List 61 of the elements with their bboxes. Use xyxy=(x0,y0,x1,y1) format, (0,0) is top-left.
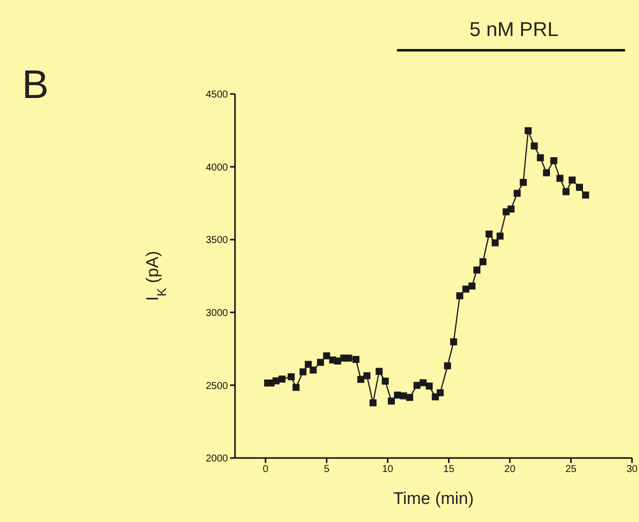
point xyxy=(357,376,364,383)
point xyxy=(363,372,370,380)
point xyxy=(406,394,414,401)
point xyxy=(542,169,550,176)
point xyxy=(550,157,558,164)
point xyxy=(536,154,544,162)
point xyxy=(444,362,452,370)
point xyxy=(388,398,395,405)
point xyxy=(334,358,342,365)
point xyxy=(556,174,564,182)
point xyxy=(420,379,427,386)
point xyxy=(473,266,480,274)
point xyxy=(462,286,470,293)
x-tick-label: 30 xyxy=(626,464,638,476)
point xyxy=(317,358,324,366)
y-tick-label: 4000 xyxy=(206,162,228,174)
text: 5 nM PRL xyxy=(470,19,558,41)
point xyxy=(310,366,317,374)
point xyxy=(479,258,486,266)
y-tick-label: 2500 xyxy=(206,380,228,392)
point xyxy=(530,142,538,150)
point xyxy=(278,376,286,383)
x-tick-label: 0 xyxy=(262,464,269,476)
text: B xyxy=(22,63,49,107)
point xyxy=(376,368,383,375)
point xyxy=(508,206,515,213)
point xyxy=(300,368,307,376)
y-tick-label: 3000 xyxy=(206,308,228,319)
point xyxy=(496,232,504,240)
point xyxy=(323,352,330,360)
point xyxy=(492,239,499,246)
y-tick-label: 4500 xyxy=(206,90,228,101)
point xyxy=(456,292,464,300)
x-tick-label: 25 xyxy=(565,464,577,476)
point xyxy=(520,178,527,186)
x-tick-label: 5 xyxy=(324,464,330,476)
point xyxy=(468,282,476,290)
x-tick-label: 10 xyxy=(382,464,394,476)
point xyxy=(436,389,444,396)
point xyxy=(486,230,493,238)
point xyxy=(514,190,521,197)
y-tick-label: 3500 xyxy=(206,235,228,246)
point xyxy=(582,192,590,199)
point xyxy=(382,378,389,385)
point xyxy=(370,399,377,406)
point xyxy=(288,373,295,380)
point xyxy=(304,360,312,368)
x-tick-label: 20 xyxy=(504,464,516,476)
point xyxy=(576,184,583,191)
x-axis-title: Time (min) xyxy=(393,489,474,508)
point xyxy=(450,338,458,346)
point xyxy=(345,354,352,362)
point xyxy=(292,384,300,391)
y-tick-label: 2000 xyxy=(206,454,228,465)
point xyxy=(352,356,360,363)
point xyxy=(562,188,570,196)
point xyxy=(524,127,532,134)
point xyxy=(426,382,433,390)
point xyxy=(414,382,421,389)
point xyxy=(568,176,576,184)
x-tick-label: 15 xyxy=(443,464,455,476)
